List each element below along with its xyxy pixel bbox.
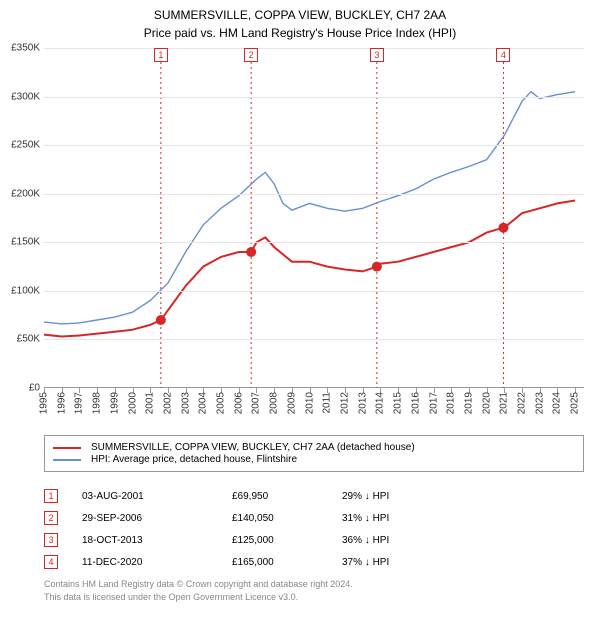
gridline [44,97,584,98]
data-point-marker [498,223,508,233]
x-tick-label: 2016 [410,392,421,414]
event-pct: 36% ↓ HPI [342,535,462,546]
x-tick-label: 2018 [446,392,457,414]
event-number-box: 1 [44,489,58,503]
event-table-row: 4 11-DEC-2020£165,00037% ↓ HPI [44,551,584,573]
legend-swatch [53,447,81,449]
y-tick-label: £300K [11,91,40,102]
x-tick-label: 2015 [393,392,404,414]
y-tick-label: £200K [11,188,40,199]
gridline [44,242,584,243]
title-line-2: Price paid vs. HM Land Registry's House … [0,24,600,42]
event-marker-box: 3 [370,48,384,62]
y-tick-label: £250K [11,140,40,151]
x-tick-label: 2020 [481,392,492,414]
gridline [44,339,584,340]
event-number-box: 4 [44,555,58,569]
legend-label: HPI: Average price, detached house, Flin… [91,454,297,465]
event-table: 1 03-AUG-2001£69,95029% ↓ HPI 2 29-SEP-2006… [44,485,584,573]
x-tick-label: 2007 [251,392,262,414]
gridline [44,291,584,292]
data-point-marker [372,262,382,272]
footer-line-1: Contains HM Land Registry data © Crown c… [44,578,353,591]
x-tick-label: 2005 [216,392,227,414]
x-tick-label: 2002 [162,392,173,414]
event-marker-box: 2 [244,48,258,62]
x-tick-label: 2025 [570,392,581,414]
data-point-marker [156,315,166,325]
x-tick-label: 2006 [233,392,244,414]
y-tick-label: £50K [17,334,40,345]
legend-label: SUMMERSVILLE, COPPA VIEW, BUCKLEY, CH7 2… [91,442,415,453]
event-marker-box: 4 [496,48,510,62]
title-line-1: SUMMERSVILLE, COPPA VIEW, BUCKLEY, CH7 2… [0,6,600,24]
event-pct: 31% ↓ HPI [342,513,462,524]
title-block: SUMMERSVILLE, COPPA VIEW, BUCKLEY, CH7 2… [0,0,600,42]
x-tick-label: 2023 [534,392,545,414]
x-tick-label: 1996 [56,392,67,414]
footer-line-2: This data is licensed under the Open Gov… [44,591,353,604]
event-date: 11-DEC-2020 [82,557,232,568]
x-tick-label: 2004 [198,392,209,414]
event-marker-box: 1 [154,48,168,62]
chart-svg [44,48,584,388]
x-tick-label: 1995 [39,392,50,414]
x-tick-label: 2021 [499,392,510,414]
y-tick-label: £100K [11,285,40,296]
chart-container: SUMMERSVILLE, COPPA VIEW, BUCKLEY, CH7 2… [0,0,600,620]
event-price: £165,000 [232,557,342,568]
x-tick-label: 1998 [92,392,103,414]
x-tick-label: 2022 [517,392,528,414]
x-tick-label: 2019 [463,392,474,414]
legend-row: SUMMERSVILLE, COPPA VIEW, BUCKLEY, CH7 2… [53,442,575,453]
x-tick-label: 2011 [322,392,333,414]
event-price: £140,050 [232,513,342,524]
legend-swatch [53,459,81,461]
x-tick-label: 2024 [552,392,563,414]
y-tick-label: £350K [11,43,40,54]
y-tick-label: £150K [11,237,40,248]
event-pct: 29% ↓ HPI [342,491,462,502]
x-tick-label: 2001 [145,392,156,414]
event-table-row: 2 29-SEP-2006£140,05031% ↓ HPI [44,507,584,529]
x-tick-label: 2012 [339,392,350,414]
x-tick-label: 1999 [109,392,120,414]
data-point-marker [246,247,256,257]
event-number-box: 3 [44,533,58,547]
chart-plot-area: £0£50K£100K£150K£200K£250K£300K£350K1995… [44,48,584,388]
event-pct: 37% ↓ HPI [342,557,462,568]
x-tick-label: 2013 [357,392,368,414]
x-tick-label: 2010 [304,392,315,414]
event-price: £69,950 [232,491,342,502]
event-number-box: 2 [44,511,58,525]
event-price: £125,000 [232,535,342,546]
series-line [44,92,575,324]
event-date: 29-SEP-2006 [82,513,232,524]
legend-row: HPI: Average price, detached house, Flin… [53,454,575,465]
series-line [44,201,575,337]
event-table-row: 1 03-AUG-2001£69,95029% ↓ HPI [44,485,584,507]
x-tick-label: 2017 [428,392,439,414]
event-date: 03-AUG-2001 [82,491,232,502]
footer: Contains HM Land Registry data © Crown c… [44,578,353,603]
legend: SUMMERSVILLE, COPPA VIEW, BUCKLEY, CH7 2… [44,435,584,472]
event-date: 18-OCT-2013 [82,535,232,546]
x-tick-label: 2000 [127,392,138,414]
x-tick-label: 2008 [269,392,280,414]
x-tick-label: 2009 [286,392,297,414]
gridline [44,145,584,146]
gridline [44,194,584,195]
event-table-row: 3 18-OCT-2013£125,00036% ↓ HPI [44,529,584,551]
x-tick-label: 2014 [375,392,386,414]
x-tick-label: 1997 [74,392,85,414]
x-tick-label: 2003 [180,392,191,414]
